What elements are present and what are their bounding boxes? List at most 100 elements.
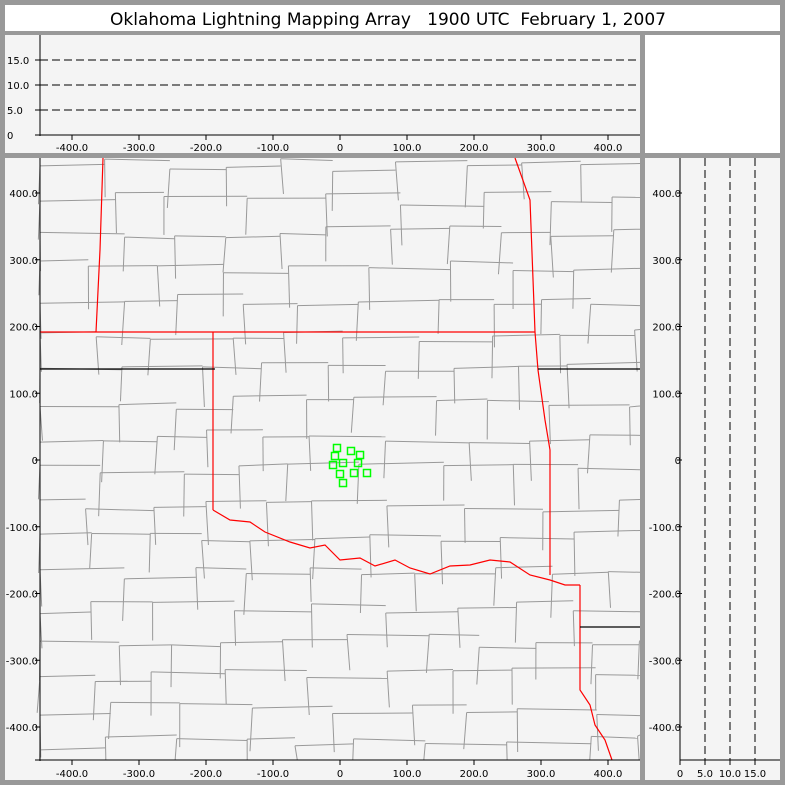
county-line: [608, 571, 641, 573]
right-panel: [645, 158, 780, 780]
county-line: [243, 303, 298, 305]
county-line: [436, 398, 488, 402]
y-tick-label: 0: [32, 456, 38, 467]
source-point: [338, 478, 348, 488]
y-tick-label: -100.0: [6, 523, 38, 534]
county-line: [118, 404, 121, 443]
x-tick-label: -400.0: [56, 143, 88, 154]
county-line: [234, 610, 312, 613]
county-line: [166, 168, 171, 208]
county-line: [637, 734, 641, 737]
x-tick-label: 100.0: [393, 143, 422, 154]
county-line: [499, 537, 503, 579]
county-line: [122, 578, 125, 621]
x-tick-label: 100.0: [393, 769, 422, 780]
county-line: [469, 442, 530, 444]
top-panel: [5, 35, 640, 153]
county-line: [634, 329, 638, 372]
county-line: [586, 434, 591, 474]
county-line: [573, 532, 576, 576]
county-line: [104, 159, 106, 198]
county-line: [550, 574, 553, 618]
county-line: [595, 674, 641, 676]
x-tick-label: 10.0: [719, 769, 741, 780]
county-line: [514, 602, 518, 643]
county-line: [121, 365, 203, 368]
county-line: [325, 193, 328, 237]
county-line: [105, 734, 177, 738]
county-line: [306, 677, 388, 679]
county-line: [629, 406, 631, 446]
county-line: [247, 737, 295, 740]
county-line: [206, 429, 209, 468]
source-point: [362, 468, 372, 478]
county-line: [183, 474, 185, 517]
county-line: [550, 235, 614, 237]
county-line: [184, 473, 239, 476]
county-line: [226, 165, 281, 168]
county-line: [279, 233, 326, 236]
state-borders: [40, 157, 640, 761]
north-south-altitude-plot: 400.0 300.0 200.0 100.0 0 -100.0 -200.0 -300.0 -…: [649, 158, 780, 780]
county-line: [463, 712, 468, 750]
county-line: [154, 436, 158, 475]
county-line: [386, 505, 390, 548]
county-line: [476, 647, 480, 685]
county-line: [205, 501, 209, 546]
county-line: [506, 741, 592, 745]
county-line: [233, 394, 307, 397]
county-line: [386, 671, 390, 708]
county-line: [638, 640, 641, 642]
county-line: [590, 644, 594, 685]
county-line: [629, 405, 641, 408]
plan-view-map: 400.0 300.0 200.0 100.0 0 -100.0 -200.0 -300.0 -…: [6, 157, 641, 780]
county-line: [169, 168, 227, 171]
county-line: [310, 603, 313, 648]
y-tick-label: -200.0: [649, 590, 681, 601]
county-line: [280, 158, 284, 194]
county-line: [39, 231, 125, 235]
county-line: [453, 368, 456, 404]
county-line: [225, 235, 281, 239]
county-line: [89, 533, 93, 569]
county-line: [464, 507, 543, 510]
county-line: [201, 539, 250, 543]
x-tick-label: 5.0: [697, 769, 713, 780]
source-point: [355, 450, 365, 460]
y-tick-label: 100.0: [9, 389, 38, 400]
county-line: [577, 468, 580, 510]
county-line: [325, 225, 391, 228]
county-line: [119, 366, 123, 402]
county-line: [521, 160, 581, 164]
county-line: [495, 565, 553, 569]
county-line: [453, 365, 519, 369]
county-line: [245, 198, 248, 235]
county-line: [440, 541, 444, 585]
county-line: [243, 573, 247, 615]
county-line: [148, 533, 151, 573]
county-line: [386, 504, 465, 507]
county-line: [587, 304, 592, 344]
county-line: [297, 303, 359, 307]
y-tick-label: 200.0: [9, 323, 38, 334]
county-line: [174, 235, 226, 238]
source-point: [338, 458, 348, 468]
county-line: [578, 467, 641, 471]
county-line: [589, 736, 592, 761]
county-line: [355, 301, 359, 341]
county-line: [95, 336, 100, 375]
y-tick-label: -400.0: [649, 723, 681, 734]
y-tick-label: 400.0: [9, 189, 38, 200]
county-line: [119, 644, 172, 647]
county-line: [195, 567, 247, 570]
county-line: [411, 705, 416, 746]
county-line: [450, 260, 514, 264]
county-line: [314, 536, 370, 540]
county-line: [385, 611, 458, 614]
county-line: [385, 440, 470, 444]
county-line: [617, 500, 620, 537]
x-tick-label: 0: [677, 769, 683, 780]
county-line: [173, 409, 177, 451]
county-line: [222, 237, 227, 273]
county-line: [637, 641, 640, 680]
